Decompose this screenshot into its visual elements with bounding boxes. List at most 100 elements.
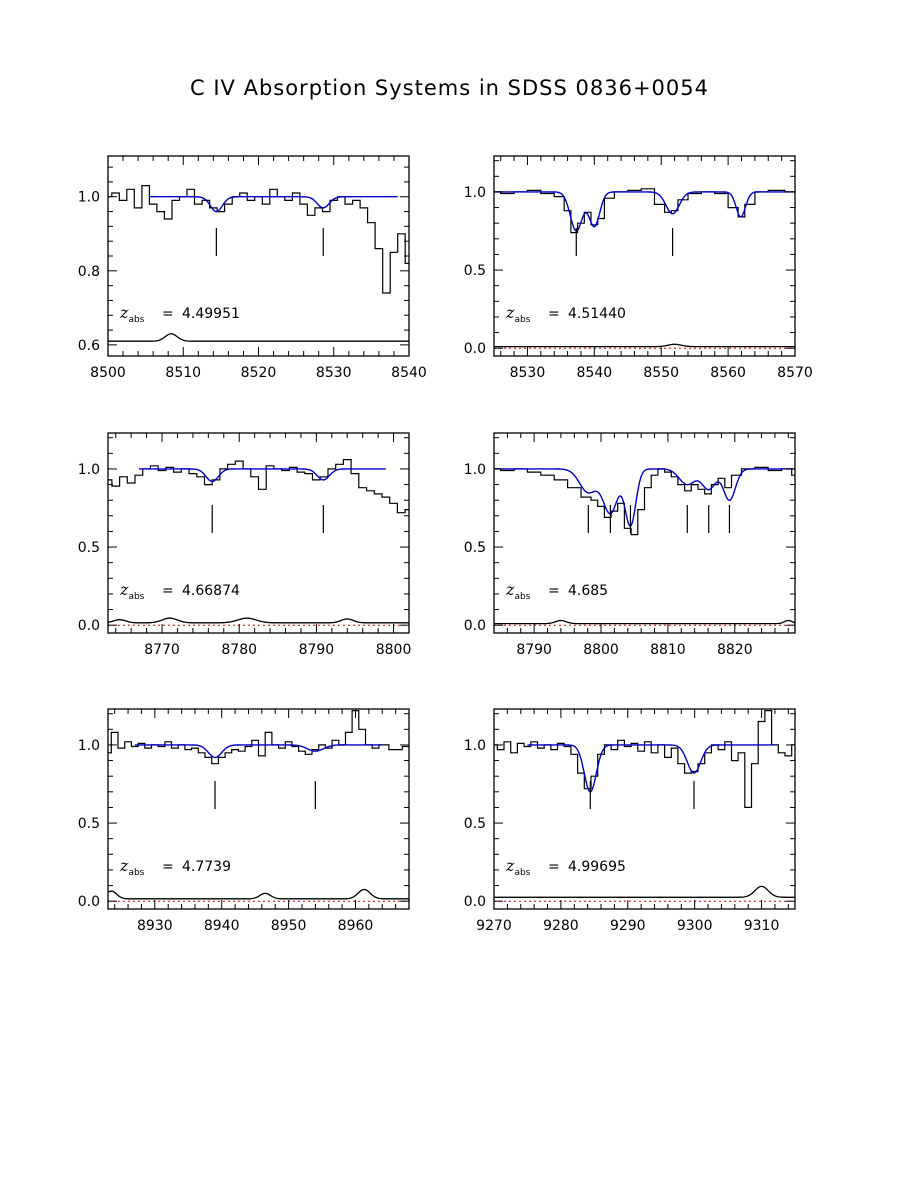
spectrum-line <box>108 710 409 765</box>
z-abs-value: 4.7739 <box>182 859 231 875</box>
plot-frame <box>493 708 796 910</box>
z-abs-label: zabs <box>505 303 531 325</box>
panel-3: 8770 8780 8790 8800 0.0 0.5 1.0 zabs = 4.66874 <box>78 432 412 658</box>
z-subscript: abs <box>514 868 530 878</box>
z-equals: = <box>162 306 174 322</box>
plot-frame <box>107 155 410 357</box>
fit-line <box>134 744 383 759</box>
z-subscript: abs <box>128 315 144 325</box>
page-title: C IV Absorption Systems in SDSS 0836+005… <box>190 76 709 100</box>
fit-line <box>527 744 775 793</box>
z-equals: = <box>548 859 560 875</box>
z-subscript: abs <box>128 592 144 602</box>
z-equals: = <box>548 306 560 322</box>
z-subscript: abs <box>514 592 530 602</box>
z-abs-value: 4.51440 <box>568 306 626 322</box>
x-tick-label: 8940 <box>204 918 240 934</box>
z-symbol: z <box>119 580 129 599</box>
panel-2: 8530 8540 8550 8560 8570 0.0 0.5 1.0 zabs = 4.5144… <box>464 155 813 381</box>
y-tick-label: 0.5 <box>78 816 100 832</box>
z-equals: = <box>162 859 174 875</box>
panel-1: 8500 8510 8520 8530 8540 0.6 0.8 1.0 zabs = 4.4995… <box>78 155 427 381</box>
y-tick-label: 0.6 <box>78 338 100 354</box>
x-tick-label: 8790 <box>516 642 552 658</box>
z-abs-label: zabs <box>119 303 145 325</box>
x-tick-label: 8780 <box>221 642 257 658</box>
panel-6: 9270 9280 9290 9300 9310 0.0 0.5 1.0 zabs = 4.9969… <box>464 708 796 934</box>
y-tick-label: 0.5 <box>78 540 100 556</box>
y-tick-label: 1.0 <box>78 190 100 206</box>
x-tick-label: 8500 <box>90 365 126 381</box>
spectrum-line <box>108 459 409 514</box>
z-abs-value: 4.66874 <box>182 583 240 599</box>
fit-line <box>149 196 398 213</box>
z-symbol: z <box>505 303 515 322</box>
x-tick-label: 8790 <box>299 642 335 658</box>
panel-5: 8930 8940 8950 8960 0.0 0.5 1.0 zabs = 4.7739 <box>78 708 410 934</box>
z-symbol: z <box>505 580 515 599</box>
x-tick-label: 9310 <box>744 918 780 934</box>
z-symbol: z <box>119 303 129 322</box>
y-tick-label: 0.5 <box>464 816 486 832</box>
x-tick-label: 8560 <box>710 365 746 381</box>
z-abs-label: zabs <box>505 580 531 602</box>
x-tick-label: 8950 <box>271 918 307 934</box>
error-spectrum-line <box>108 617 409 624</box>
y-tick-label: 0.0 <box>464 341 486 357</box>
z-equals: = <box>162 583 174 599</box>
x-tick-label: 8960 <box>338 918 374 934</box>
x-tick-label: 8570 <box>777 365 813 381</box>
x-tick-label: 8510 <box>165 365 201 381</box>
y-tick-label: 0.5 <box>464 540 486 556</box>
spectrum-line <box>108 185 409 294</box>
plot-frame <box>107 708 410 910</box>
y-tick-label: 1.0 <box>464 738 486 754</box>
x-tick-label: 8810 <box>650 642 686 658</box>
y-tick-label: 0.0 <box>78 894 100 910</box>
y-tick-label: 1.0 <box>464 185 486 201</box>
error-spectrum-line <box>494 343 795 348</box>
z-abs-label: zabs <box>505 856 531 878</box>
z-subscript: abs <box>514 315 530 325</box>
fit-line <box>494 191 795 232</box>
z-abs-label: zabs <box>119 580 145 602</box>
x-tick-label: 8530 <box>316 365 352 381</box>
y-tick-label: 0.8 <box>78 264 100 280</box>
plot-frame <box>493 155 796 357</box>
x-tick-label: 8800 <box>376 642 412 658</box>
plot-frame <box>493 432 796 634</box>
fit-line <box>138 468 386 483</box>
z-subscript: abs <box>128 868 144 878</box>
y-tick-label: 0.0 <box>78 618 100 634</box>
x-tick-label: 8550 <box>643 365 679 381</box>
x-tick-label: 9270 <box>476 918 512 934</box>
x-tick-label: 8540 <box>391 365 427 381</box>
y-tick-label: 1.0 <box>464 462 486 478</box>
x-tick-label: 8800 <box>583 642 619 658</box>
y-tick-label: 0.5 <box>464 263 486 279</box>
x-tick-label: 9300 <box>677 918 713 934</box>
error-spectrum-line <box>494 885 795 898</box>
z-abs-value: 4.49951 <box>182 306 240 322</box>
error-spectrum-line <box>494 619 795 625</box>
y-tick-label: 0.0 <box>464 894 486 910</box>
x-tick-label: 8930 <box>137 918 173 934</box>
x-tick-label: 8540 <box>577 365 613 381</box>
spectrum-line <box>494 466 795 536</box>
x-tick-label: 9280 <box>543 918 579 934</box>
error-spectrum-line <box>108 333 409 342</box>
spectrum-line <box>494 710 795 808</box>
x-tick-label: 8770 <box>144 642 180 658</box>
z-abs-value: 4.99695 <box>568 859 626 875</box>
z-equals: = <box>548 583 560 599</box>
x-tick-label: 8530 <box>510 365 546 381</box>
z-symbol: z <box>505 856 515 875</box>
z-abs-value: 4.685 <box>568 583 608 599</box>
panel-4: 8790 8800 8810 8820 0.0 0.5 1.0 zabs = 4.685 <box>464 432 796 658</box>
x-tick-label: 8520 <box>241 365 277 381</box>
error-spectrum-line <box>108 888 409 900</box>
fit-line <box>494 468 795 528</box>
z-abs-label: zabs <box>119 856 145 878</box>
x-tick-label: 8820 <box>717 642 753 658</box>
